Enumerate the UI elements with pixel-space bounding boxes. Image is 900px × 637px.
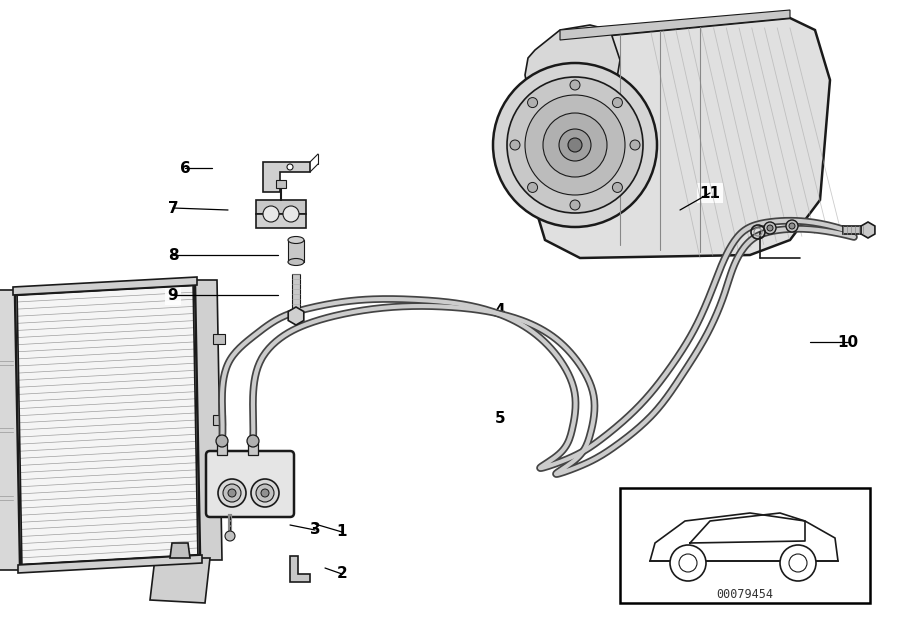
Polygon shape — [843, 226, 868, 234]
Text: 00079454: 00079454 — [716, 589, 773, 601]
Circle shape — [670, 545, 706, 581]
Text: 5: 5 — [495, 410, 505, 426]
Text: 3: 3 — [310, 522, 320, 538]
Circle shape — [510, 140, 520, 150]
Polygon shape — [18, 555, 202, 573]
Circle shape — [218, 479, 246, 507]
Polygon shape — [256, 200, 306, 214]
Text: 6: 6 — [180, 161, 191, 176]
Polygon shape — [213, 415, 225, 425]
Text: 10: 10 — [837, 334, 859, 350]
Polygon shape — [15, 285, 200, 565]
Polygon shape — [13, 277, 197, 295]
Polygon shape — [525, 25, 620, 128]
Circle shape — [263, 206, 279, 222]
Text: 2: 2 — [337, 566, 347, 582]
Polygon shape — [248, 443, 258, 455]
Polygon shape — [170, 543, 190, 558]
Circle shape — [261, 489, 269, 497]
Circle shape — [780, 545, 816, 581]
Circle shape — [251, 479, 279, 507]
Text: 4: 4 — [495, 303, 505, 317]
FancyBboxPatch shape — [206, 451, 294, 517]
Circle shape — [764, 222, 776, 234]
Polygon shape — [560, 10, 790, 40]
Circle shape — [287, 164, 293, 170]
Polygon shape — [290, 556, 310, 582]
Circle shape — [786, 220, 798, 232]
Circle shape — [570, 80, 580, 90]
Text: 11: 11 — [699, 185, 721, 201]
Polygon shape — [288, 307, 304, 325]
Circle shape — [612, 97, 623, 108]
Polygon shape — [150, 558, 210, 603]
Circle shape — [527, 182, 537, 192]
Ellipse shape — [288, 259, 304, 266]
Bar — [620, 488, 870, 603]
Circle shape — [789, 223, 795, 229]
Ellipse shape — [288, 236, 304, 243]
Circle shape — [507, 77, 643, 213]
Circle shape — [223, 484, 241, 502]
Circle shape — [543, 113, 607, 177]
Circle shape — [247, 435, 259, 447]
Polygon shape — [213, 496, 225, 506]
Circle shape — [228, 489, 236, 497]
Text: 1: 1 — [337, 524, 347, 540]
Polygon shape — [276, 180, 286, 188]
Text: 9: 9 — [167, 287, 178, 303]
Circle shape — [225, 531, 235, 541]
Polygon shape — [213, 334, 225, 344]
Circle shape — [525, 95, 625, 195]
Circle shape — [570, 200, 580, 210]
Circle shape — [630, 140, 640, 150]
Polygon shape — [263, 162, 310, 192]
Polygon shape — [256, 214, 306, 228]
Text: 8: 8 — [167, 248, 178, 262]
Polygon shape — [288, 240, 304, 262]
Polygon shape — [217, 443, 227, 455]
Text: 7: 7 — [167, 201, 178, 215]
Circle shape — [527, 97, 537, 108]
Polygon shape — [525, 18, 830, 258]
Circle shape — [216, 435, 228, 447]
Circle shape — [767, 225, 773, 231]
Polygon shape — [0, 290, 22, 570]
Polygon shape — [292, 274, 300, 316]
Circle shape — [568, 138, 582, 152]
Circle shape — [256, 484, 274, 502]
Polygon shape — [861, 222, 875, 238]
Circle shape — [283, 206, 299, 222]
Circle shape — [612, 182, 623, 192]
Circle shape — [679, 554, 697, 572]
Circle shape — [559, 129, 591, 161]
Circle shape — [789, 554, 807, 572]
Polygon shape — [193, 280, 222, 560]
Circle shape — [493, 63, 657, 227]
